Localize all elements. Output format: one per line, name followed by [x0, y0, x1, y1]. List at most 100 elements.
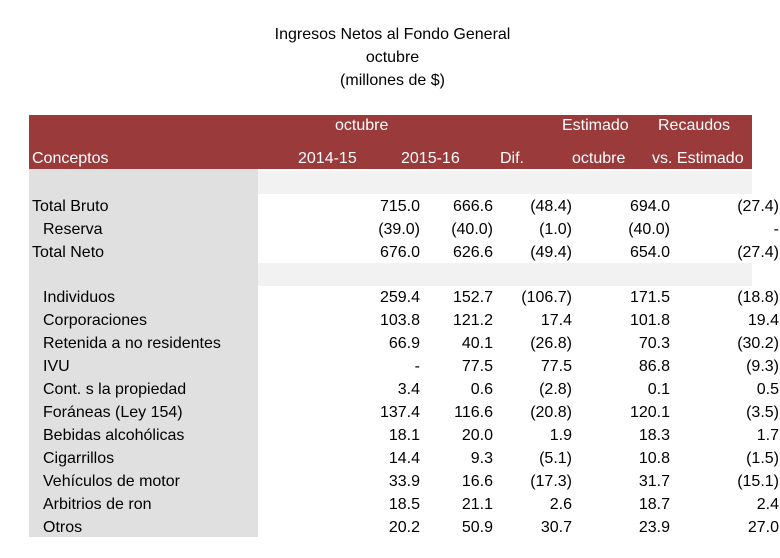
cell-vs: -	[773, 221, 779, 238]
cell-vs: 2.4	[756, 496, 779, 513]
row-label: Total Neto	[32, 244, 105, 261]
table-row: Corporaciones 103.8 121.2 17.4 101.8 19.4	[29, 309, 779, 332]
cell-dif: (5.1)	[539, 450, 572, 467]
table-row: Foráneas (Ley 154) 137.4 116.6 (20.8) 120.1 (…	[29, 401, 779, 424]
header-group-estimado: Estimado	[562, 117, 629, 134]
title-line-3: (millones de $)	[340, 72, 445, 89]
row-label: Corporaciones	[43, 312, 148, 329]
cell-est: 86.8	[638, 358, 670, 375]
header-2014-15: 2014-15	[298, 150, 357, 167]
cell-est: 18.7	[638, 496, 670, 513]
cell-v2015: 21.1	[461, 496, 493, 513]
table-row: Cigarrillos 14.4 9.3 (5.1) 10.8 (1.5)	[29, 447, 779, 470]
row-label: Cigarrillos	[43, 450, 115, 467]
table-row: Otros 20.2 50.9 30.7 23.9 27.0	[29, 516, 779, 539]
cell-dif: (106.7)	[521, 289, 572, 306]
cell-est: 70.3	[638, 335, 670, 352]
cell-est: 120.1	[629, 404, 670, 421]
cell-vs: 1.7	[756, 427, 779, 444]
cell-est: 23.9	[638, 519, 670, 536]
cell-dif: (49.4)	[530, 244, 572, 261]
table-row: Bebidas alcohólicas 18.1 20.0 1.9 18.3 1.7	[29, 424, 779, 447]
cell-v2014: 103.8	[379, 312, 420, 329]
cell-dif: (20.8)	[530, 404, 572, 421]
cell-dif: (26.8)	[530, 335, 572, 352]
cell-vs: 0.5	[756, 381, 779, 398]
cell-v2015: 152.7	[452, 289, 493, 306]
row-label: Arbitrios de ron	[43, 496, 152, 513]
spacer-row	[258, 171, 752, 194]
cell-est: 654.0	[629, 244, 670, 261]
table-row: Retenida a no residentes 66.9 40.1 (26.8) 70…	[29, 332, 779, 355]
report-title: Ingresos Netos al Fondo General octubre …	[0, 23, 780, 92]
cell-v2014: 33.9	[388, 473, 420, 490]
cell-v2014: 676.0	[379, 244, 420, 261]
table-row: Reserva (39.0) (40.0) (1.0) (40.0) -	[29, 218, 779, 241]
cell-v2015: 16.6	[461, 473, 493, 490]
table-header-band	[29, 115, 752, 169]
cell-est: 171.5	[629, 289, 670, 306]
cell-est: (40.0)	[628, 221, 670, 238]
header-vs-estimado: vs. Estimado	[652, 150, 744, 167]
cell-v2015: 0.6	[470, 381, 493, 398]
header-2015-16: 2015-16	[401, 150, 460, 167]
cell-vs: (15.1)	[737, 473, 779, 490]
row-label: Reserva	[43, 221, 103, 238]
label-column-background	[29, 169, 258, 537]
cell-dif: 30.7	[540, 519, 572, 536]
cell-dif: 2.6	[549, 496, 572, 513]
row-label: IVU	[43, 358, 70, 375]
cell-v2014: 20.2	[388, 519, 420, 536]
row-label: Foráneas (Ley 154)	[43, 404, 183, 421]
cell-est: 18.3	[638, 427, 670, 444]
cell-dif: (17.3)	[530, 473, 572, 490]
table-row: Arbitrios de ron 18.5 21.1 2.6 18.7 2.4	[29, 493, 779, 516]
row-label: Vehículos de motor	[43, 473, 180, 490]
cell-v2014: 137.4	[379, 404, 420, 421]
cell-v2014: -	[414, 358, 420, 375]
title-line-1: Ingresos Netos al Fondo General	[274, 26, 511, 43]
row-label: Bebidas alcohólicas	[43, 427, 185, 444]
header-conceptos: Conceptos	[32, 150, 109, 167]
cell-v2014: 18.5	[388, 496, 420, 513]
cell-est: 101.8	[629, 312, 670, 329]
cell-v2014: 14.4	[388, 450, 420, 467]
header-group-recaudos: Recaudos	[658, 117, 731, 134]
row-label: Retenida a no residentes	[43, 335, 221, 352]
cell-v2014: 259.4	[379, 289, 420, 306]
table-row: Individuos 259.4 152.7 (106.7) 171.5 (18.8)	[29, 286, 779, 309]
cell-v2015: 77.5	[461, 358, 493, 375]
row-label: Individuos	[43, 289, 116, 306]
cell-v2015: 20.0	[461, 427, 493, 444]
title-line-2: octubre	[365, 49, 420, 66]
cell-vs: 27.0	[747, 519, 779, 536]
cell-dif: (2.8)	[539, 381, 572, 398]
cell-v2015: 626.6	[452, 244, 493, 261]
cell-vs: (3.5)	[746, 404, 779, 421]
cell-est: 10.8	[638, 450, 670, 467]
row-label: Cont. s la propiedad	[43, 381, 187, 398]
cell-v2014: 66.9	[388, 335, 420, 352]
cell-vs: 19.4	[747, 312, 779, 329]
header-dif: Dif.	[500, 150, 524, 167]
cell-dif: 1.9	[549, 427, 572, 444]
cell-est: 31.7	[638, 473, 670, 490]
table-row: Total Bruto 715.0 666.6 (48.4) 694.0 (27.4)	[29, 195, 779, 218]
spacer-row	[258, 263, 752, 286]
cell-dif: 17.4	[540, 312, 572, 329]
cell-vs: (27.4)	[737, 244, 779, 261]
cell-v2015: 50.9	[461, 519, 493, 536]
cell-dif: (48.4)	[530, 198, 572, 215]
cell-v2015: 116.6	[454, 404, 493, 421]
cell-est: 694.0	[629, 198, 670, 215]
table-row: Total Neto 676.0 626.6 (49.4) 654.0 (27.4)	[29, 241, 779, 264]
table-row: Vehículos de motor 33.9 16.6 (17.3) 31.7 (15.…	[29, 470, 779, 493]
cell-dif: (1.0)	[539, 221, 572, 238]
cell-v2015: (40.0)	[451, 221, 493, 238]
cell-est: 0.1	[647, 381, 670, 398]
cell-vs: (18.8)	[737, 289, 779, 306]
header-estimado-octubre: octubre	[572, 150, 626, 167]
cell-v2015: 40.1	[461, 335, 493, 352]
cell-v2015: 121.2	[452, 312, 493, 329]
row-label: Total Bruto	[32, 198, 109, 215]
